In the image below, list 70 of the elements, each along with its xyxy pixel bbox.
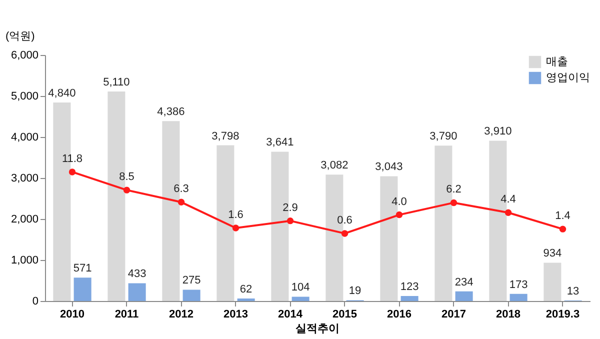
data-label: 1.4: [555, 210, 570, 222]
x-tick-label: 2016: [387, 308, 412, 320]
data-label: 173: [509, 278, 528, 291]
data-label: 19: [348, 285, 362, 298]
bar: [74, 278, 92, 301]
x-tick-label: 2012: [169, 308, 194, 320]
y-tick-label: 5,000: [10, 90, 38, 102]
y-tick-label: 0: [32, 296, 38, 308]
x-tick-label: 2011: [114, 308, 139, 320]
data-label: 3,641: [266, 136, 294, 149]
data-label: 3,910: [484, 126, 512, 138]
data-label: 571: [73, 262, 92, 275]
bar: [544, 262, 562, 301]
bar: [292, 296, 310, 301]
bar: [237, 298, 255, 301]
x-tick-label: 2013: [224, 308, 248, 320]
data-label: 5,110: [103, 76, 130, 88]
y-axis-title: (억원): [6, 30, 35, 42]
point: [178, 198, 185, 206]
y-tick-label: 4,000: [10, 132, 38, 144]
data-label: 104: [291, 282, 310, 294]
y-tick-label: 3,000: [10, 172, 38, 184]
bar: [455, 291, 473, 301]
text: 실적추이: [296, 323, 340, 335]
data-label: 275: [182, 274, 201, 287]
data-label: 3,082: [320, 160, 348, 172]
data-label: 11.8: [62, 152, 83, 165]
x-tick-label: 2010: [60, 308, 84, 320]
legend-label: 영업이익: [546, 72, 590, 84]
x-tick-label: 2018: [496, 308, 520, 320]
bar: [510, 294, 528, 301]
data-label: 13: [566, 285, 580, 298]
point: [68, 168, 76, 176]
data-label: 4.4: [500, 194, 516, 206]
data-label: 0.6: [337, 214, 352, 226]
data-label: 3,790: [430, 130, 458, 143]
data-label: 123: [400, 280, 419, 293]
data-label: 2.9: [282, 202, 298, 214]
bar: [128, 283, 146, 301]
y-tick-label: 1,000: [10, 254, 38, 266]
data-label: 3,043: [375, 161, 403, 174]
x-tick-label: 2019.3: [546, 308, 580, 320]
point: [232, 224, 240, 232]
data-label: 934: [543, 248, 562, 260]
bar: [182, 290, 200, 301]
x-tick-label: 2017: [442, 308, 466, 320]
data-label: 62: [240, 283, 252, 296]
point: [450, 199, 458, 206]
point: [286, 217, 294, 224]
data-label: 1.6: [228, 208, 244, 221]
bar: [400, 296, 418, 301]
data-label: 6.2: [446, 184, 462, 196]
point: [341, 230, 348, 237]
data-label: 4,840: [48, 88, 76, 100]
y-tick-label: 6,000: [10, 50, 38, 62]
x-tick-label: 2015: [332, 308, 357, 320]
point: [123, 186, 130, 194]
data-label: 433: [128, 268, 146, 280]
legend-label: 매출: [546, 56, 568, 68]
data-label: 4,386: [157, 106, 185, 118]
point: [504, 209, 512, 216]
data-label: 4.0: [392, 196, 407, 208]
data-label: 8.5: [119, 171, 134, 184]
data-label: 6.3: [174, 183, 189, 196]
point: [559, 226, 566, 232]
data-label: 234: [454, 276, 474, 288]
point: [396, 211, 403, 218]
x-tick-label: 2014: [278, 308, 304, 320]
y-tick-label: 2,000: [10, 214, 38, 226]
data-label: 3,798: [212, 130, 240, 142]
